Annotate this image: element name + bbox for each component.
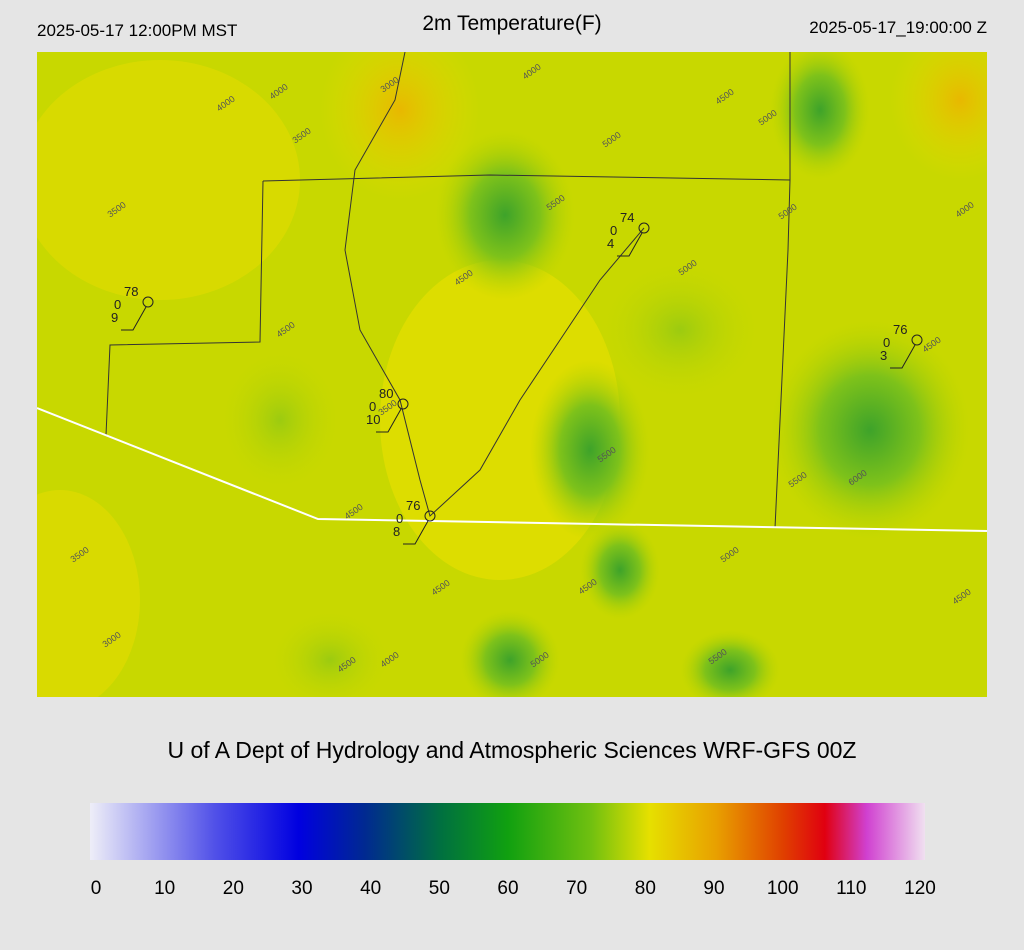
station-marker: [911, 334, 923, 346]
colorbar-tick: 60: [497, 878, 518, 899]
wind: 8: [393, 524, 400, 539]
station-marker: [638, 222, 650, 234]
station-marker: [397, 398, 409, 410]
colorbar-tick: 80: [635, 878, 656, 899]
colorbar-tick: 50: [429, 878, 450, 899]
wind: 9: [111, 310, 118, 325]
dewpoint: 0: [610, 223, 617, 238]
utc-time: 2025-05-17_19:00:00 Z: [809, 18, 987, 37]
station-marker: [424, 510, 436, 522]
footer: U of A Dept of Hydrology and Atmospheric…: [167, 737, 856, 763]
colorbar-tick: 110: [836, 878, 866, 899]
wind: 10: [366, 412, 380, 427]
boundaries: [105, 52, 791, 529]
dewpoint: 0: [883, 335, 890, 350]
colorbar-tick: 100: [767, 878, 799, 899]
colorbar-tick: 0: [91, 878, 102, 899]
temperature: 76: [893, 322, 907, 337]
state-border: [37, 407, 987, 532]
dewpoint: 0: [114, 297, 121, 312]
temperature: 80: [379, 386, 393, 401]
colorbar-tick: 40: [360, 878, 381, 899]
colorbar-tick: 120: [904, 878, 936, 899]
wind-barb: [376, 408, 402, 433]
colorbar: [90, 803, 925, 860]
colorbar-tick: 30: [291, 878, 312, 899]
dewpoint: 0: [369, 399, 376, 414]
wind-barb: [890, 344, 916, 369]
dewpoint: 0: [396, 511, 403, 526]
colorbar-tick: 10: [154, 878, 175, 899]
colorbar-tick: 70: [566, 878, 587, 899]
wind-barb: [403, 520, 429, 545]
wind-barb: [617, 232, 643, 257]
title: 2m Temperature(F): [422, 12, 601, 35]
colorbar-tick: 20: [223, 878, 244, 899]
temperature: 74: [620, 210, 634, 225]
wind-barb: [121, 306, 147, 331]
wind: 3: [880, 348, 887, 363]
temperature: 78: [124, 284, 138, 299]
station-marker: [142, 296, 154, 308]
valid-time: 2025-05-17 12:00PM MST: [37, 21, 237, 40]
temperature: 76: [406, 498, 420, 513]
colorbar-tick: 90: [703, 878, 724, 899]
wind: 4: [607, 236, 614, 251]
